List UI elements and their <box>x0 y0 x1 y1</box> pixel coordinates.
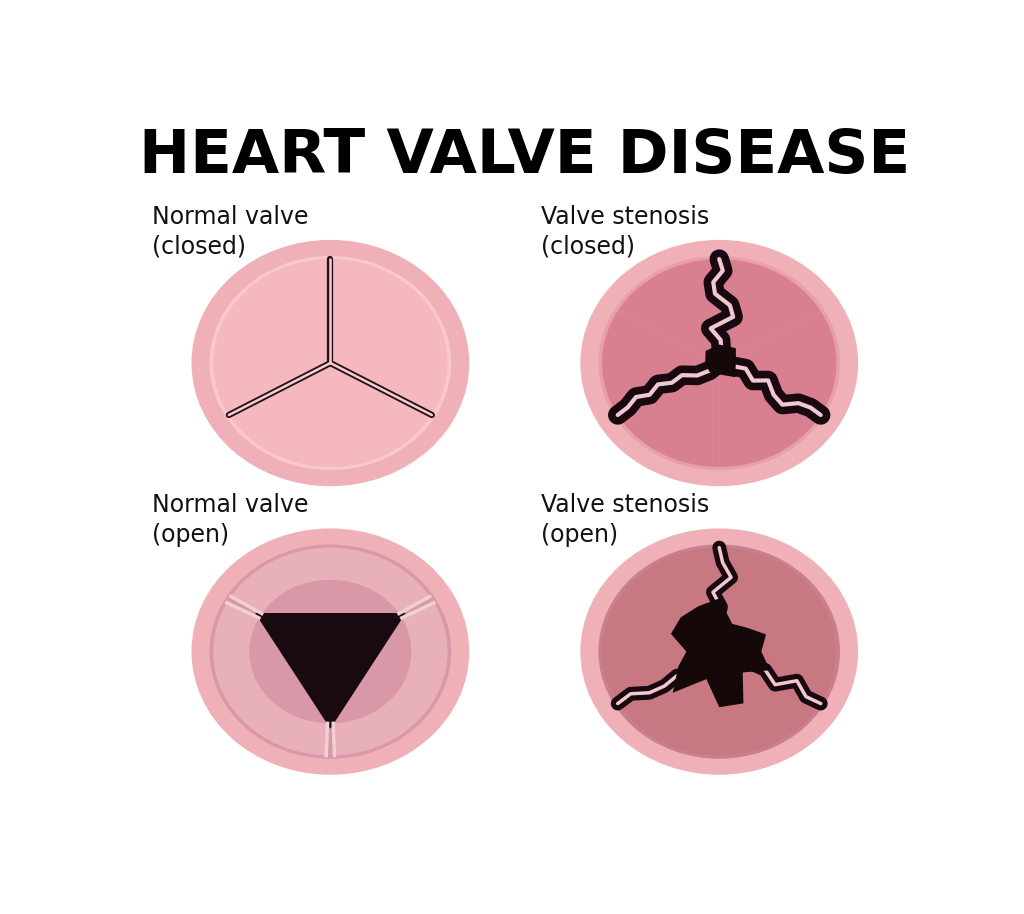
Wedge shape <box>617 259 820 363</box>
Text: Valve stenosis
(open): Valve stenosis (open) <box>541 494 709 547</box>
Text: Normal valve
(open): Normal valve (open) <box>152 494 308 547</box>
Wedge shape <box>229 259 432 363</box>
Wedge shape <box>213 311 331 467</box>
Wedge shape <box>333 603 447 756</box>
Polygon shape <box>255 613 406 728</box>
Text: Normal valve
(closed): Normal valve (closed) <box>152 205 308 259</box>
Wedge shape <box>213 603 328 756</box>
Circle shape <box>210 545 452 759</box>
Polygon shape <box>671 599 770 707</box>
Wedge shape <box>331 311 447 467</box>
Circle shape <box>581 528 858 775</box>
Circle shape <box>581 239 858 486</box>
Wedge shape <box>617 547 820 652</box>
Wedge shape <box>719 311 837 467</box>
Polygon shape <box>706 345 736 377</box>
Circle shape <box>191 239 469 486</box>
Wedge shape <box>231 547 430 613</box>
Circle shape <box>598 256 840 470</box>
Circle shape <box>598 545 840 759</box>
Circle shape <box>191 528 469 775</box>
Wedge shape <box>602 600 719 756</box>
Text: Valve stenosis
(closed): Valve stenosis (closed) <box>541 205 709 259</box>
Wedge shape <box>602 311 719 467</box>
Circle shape <box>210 256 452 470</box>
Text: HEART VALVE DISEASE: HEART VALVE DISEASE <box>139 127 910 186</box>
Wedge shape <box>719 600 837 756</box>
